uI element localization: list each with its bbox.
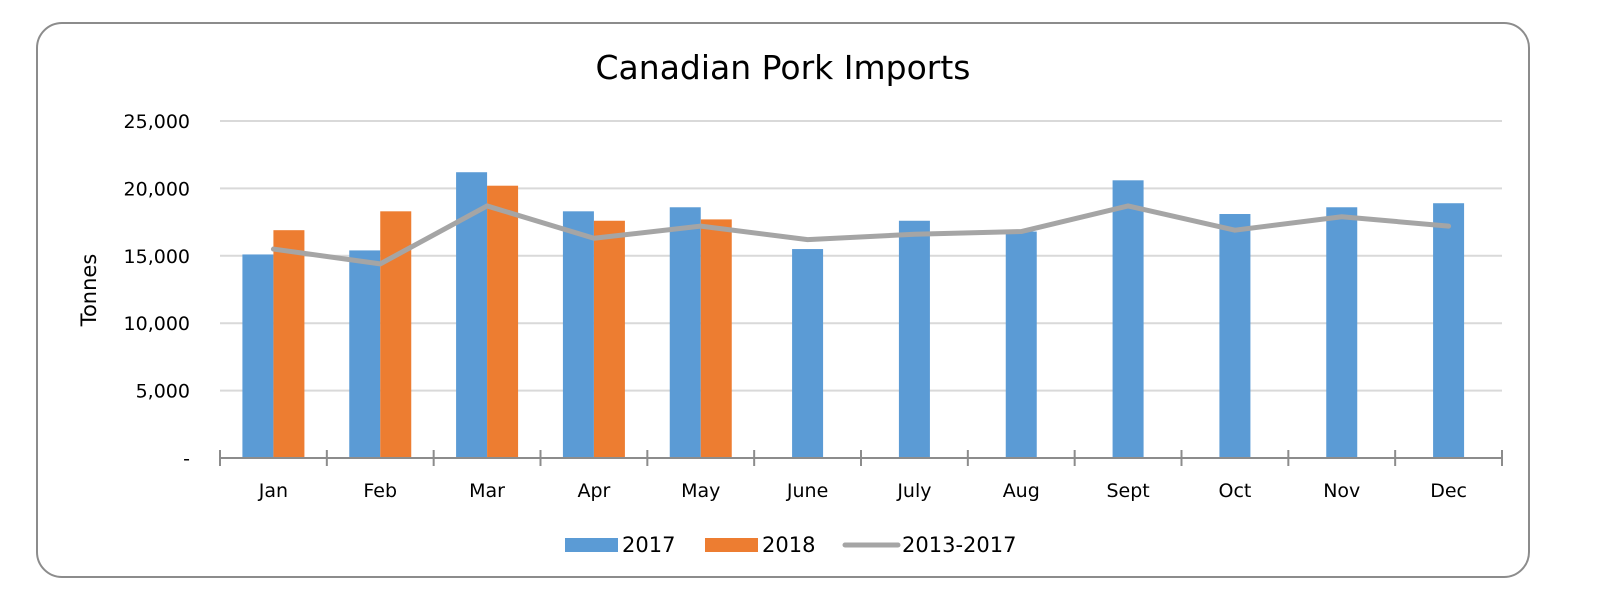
chart-title: Canadian Pork Imports: [596, 48, 971, 87]
bar-2017: [1112, 180, 1144, 458]
bar-2017: [898, 220, 930, 458]
x-axis-ticks: Jan Feb Mar Apr May June July Aug Sept Oct Nov Dec: [258, 480, 1467, 502]
x-tick-label: June: [786, 480, 828, 502]
bar-2018: [487, 185, 519, 459]
x-tick-label: Mar: [469, 480, 505, 502]
bar-2017: [1433, 203, 1465, 458]
x-tick-label: Apr: [577, 480, 610, 502]
bar-2018: [273, 230, 305, 458]
x-tick-label: Sept: [1106, 480, 1149, 502]
x-tick-label: Nov: [1323, 480, 1360, 502]
legend-item: 2013-2017: [842, 533, 1016, 557]
bar-2018: [700, 219, 732, 458]
y-tick-label: 20,000: [124, 178, 190, 200]
gridlines: [220, 120, 1502, 392]
trend-line: [270, 203, 1452, 267]
bar-2017: [349, 250, 381, 458]
legend-item: 2018: [705, 533, 815, 557]
x-tick-label: Jan: [258, 480, 288, 502]
bar-2017: [1326, 207, 1358, 458]
x-tick-label: Aug: [1003, 480, 1040, 502]
x-tick-label: Feb: [363, 480, 397, 502]
x-tick-label: May: [681, 480, 720, 502]
bar-2017: [792, 249, 824, 458]
legend-item: 2017: [565, 533, 675, 557]
bars: [242, 172, 1465, 459]
bar-2018: [593, 220, 625, 458]
legend-swatch: [565, 538, 618, 552]
legend-swatch: [705, 538, 758, 552]
legend-label: 2018: [762, 533, 815, 557]
legend-label: 2013-2017: [902, 533, 1016, 557]
y-tick-label: 25,000: [124, 111, 190, 133]
y-tick-label: 5,000: [136, 381, 190, 403]
y-tick-label: -: [183, 448, 190, 470]
x-tick-label: Dec: [1430, 480, 1467, 502]
x-tick-label: Oct: [1218, 480, 1251, 502]
bar-2017: [562, 211, 594, 458]
y-tick-label: 15,000: [124, 246, 190, 268]
bar-2017: [242, 254, 274, 458]
series-line-2013-2017: [270, 203, 1452, 267]
y-tick-label: 10,000: [124, 313, 190, 335]
y-axis-title: Tonnes: [77, 254, 101, 328]
bar-2017: [1219, 214, 1251, 458]
y-axis-ticks: - 5,000 10,000 15,000 20,000 25,000: [124, 111, 190, 470]
bar-2017: [1005, 231, 1037, 458]
x-axis: [219, 450, 1503, 466]
legend-label: 2017: [622, 533, 675, 557]
legend: 2017 2018 2013-2017: [565, 533, 1016, 557]
x-tick-label: July: [896, 480, 931, 502]
bar-2017: [669, 207, 701, 458]
